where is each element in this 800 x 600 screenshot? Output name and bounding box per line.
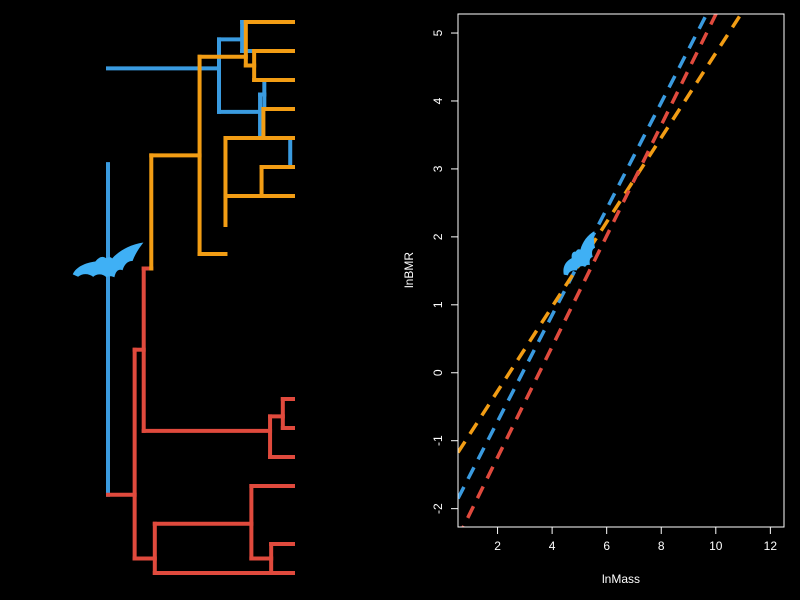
x-tick-label: 6 bbox=[603, 539, 610, 553]
phylogenetic-tree bbox=[72, 20, 295, 575]
x-axis-label: lnMass bbox=[602, 572, 640, 586]
y-tick-label: -1 bbox=[431, 435, 445, 446]
y-axis-label: lnBMR bbox=[402, 252, 416, 288]
x-tick-label: 4 bbox=[549, 539, 556, 553]
bat-silhouette-icon bbox=[72, 242, 144, 278]
x-tick-label: 8 bbox=[658, 539, 665, 553]
regression-line bbox=[458, 14, 744, 454]
x-tick-label: 10 bbox=[709, 539, 723, 553]
bat-silhouette-icon bbox=[563, 231, 596, 276]
y-tick-label: -2 bbox=[431, 503, 445, 514]
regression-line bbox=[458, 14, 709, 500]
x-tick-label: 12 bbox=[764, 539, 778, 553]
regression-lines bbox=[458, 14, 744, 527]
y-tick-label: 5 bbox=[431, 29, 445, 36]
regression-line bbox=[461, 14, 718, 527]
tree-silhouette bbox=[72, 242, 144, 278]
y-tick-label: 0 bbox=[431, 369, 445, 376]
x-axis: 2 4 6 8 10 12 bbox=[494, 527, 777, 553]
tree-edges bbox=[106, 20, 295, 575]
y-axis: -2 -1 0 1 2 3 4 5 bbox=[431, 29, 458, 514]
x-tick-label: 2 bbox=[494, 539, 501, 553]
y-tick-label: 1 bbox=[431, 301, 445, 308]
plot-frame bbox=[457, 13, 785, 528]
y-tick-label: 4 bbox=[431, 97, 445, 104]
plot-silhouette bbox=[563, 231, 596, 276]
y-tick-label: 2 bbox=[431, 233, 445, 240]
y-tick-label: 3 bbox=[431, 165, 445, 172]
